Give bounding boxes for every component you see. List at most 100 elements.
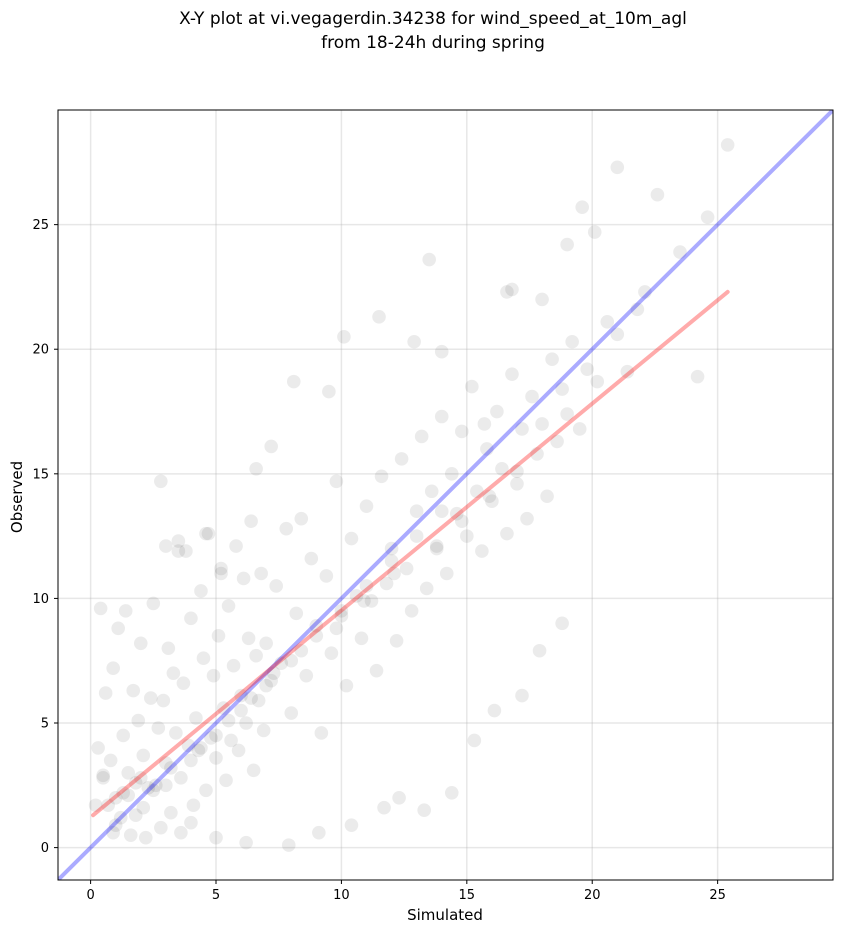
data-point: [673, 245, 687, 259]
data-point: [234, 688, 248, 703]
data-point: [241, 631, 256, 646]
data-point: [510, 476, 524, 491]
data-point: [429, 541, 444, 556]
data-point: [131, 713, 146, 728]
data-point: [449, 506, 464, 521]
data-point: [236, 571, 251, 586]
data-point: [284, 653, 299, 668]
data-point: [510, 464, 524, 479]
data-point: [359, 499, 374, 514]
data-point: [166, 666, 181, 680]
data-point: [414, 429, 429, 444]
data-point: [339, 678, 354, 693]
data-point: [700, 210, 715, 224]
data-point: [96, 771, 110, 785]
data-point: [294, 643, 309, 658]
data-point: [171, 534, 186, 548]
data-point: [470, 484, 484, 499]
data-point: [204, 731, 218, 745]
data-point: [392, 790, 406, 805]
x-tick-label: 10: [333, 888, 350, 903]
data-point: [184, 611, 198, 626]
data-point: [480, 442, 494, 456]
data-point: [88, 798, 103, 813]
data-point: [587, 225, 602, 239]
data-point: [113, 810, 128, 825]
data-point: [254, 566, 268, 581]
data-point: [455, 424, 469, 439]
data-point: [334, 604, 349, 618]
data-point: [477, 417, 492, 431]
data-point: [184, 815, 198, 830]
data-point: [133, 771, 148, 785]
data-point: [171, 544, 186, 558]
data-point: [136, 748, 151, 763]
data-point: [460, 529, 474, 543]
y-tick-label: 0: [41, 841, 49, 856]
data-point: [500, 526, 514, 541]
data-point: [540, 489, 554, 504]
data-point: [515, 688, 529, 703]
x-tick-label: 15: [459, 888, 476, 903]
data-point: [409, 504, 424, 518]
data-point: [429, 539, 444, 553]
data-point: [407, 334, 421, 349]
data-point: [103, 753, 118, 768]
data-point: [101, 798, 115, 813]
data-point: [620, 364, 635, 379]
data-point: [354, 631, 369, 646]
data-point: [266, 666, 281, 680]
data-point: [580, 362, 595, 376]
data-point: [154, 474, 168, 489]
data-point: [141, 780, 156, 795]
data-point: [118, 604, 133, 618]
data-point: [404, 604, 419, 618]
axis-ticks: 0 5 10 15 20 25 0 5 10 15 20 25: [32, 218, 725, 903]
data-point: [161, 641, 176, 656]
data-point: [246, 763, 261, 778]
data-point: [249, 648, 263, 663]
data-point: [184, 753, 198, 768]
data-point: [314, 726, 329, 740]
data-point: [98, 686, 113, 700]
data-point: [136, 800, 151, 815]
data-point: [289, 606, 304, 621]
data-point: [324, 646, 339, 661]
data-point: [116, 728, 131, 743]
data-point: [384, 554, 399, 568]
data-point: [179, 544, 193, 558]
data-point: [545, 352, 559, 366]
data-point: [146, 783, 161, 798]
y-tick-label: 25: [32, 218, 49, 233]
data-point: [455, 514, 469, 528]
data-point: [500, 285, 514, 299]
data-point: [530, 447, 544, 461]
data-point: [186, 798, 201, 813]
data-point: [344, 818, 359, 832]
data-point: [244, 514, 258, 528]
data-point: [108, 818, 123, 832]
data-point: [444, 467, 459, 481]
data-point: [214, 561, 228, 576]
data-point: [221, 599, 236, 613]
data-point: [319, 569, 334, 583]
data-point: [269, 579, 284, 593]
data-point: [244, 691, 258, 705]
data-point: [201, 526, 216, 541]
data-point: [108, 790, 123, 805]
data-point: [374, 469, 389, 484]
data-point: [535, 417, 549, 431]
data-point: [387, 566, 401, 581]
data-point: [251, 693, 266, 708]
data-point: [294, 511, 309, 526]
data-point: [495, 462, 509, 476]
data-point: [439, 566, 454, 581]
data-point: [206, 668, 221, 683]
data-point: [334, 609, 349, 623]
data-point: [111, 621, 125, 636]
fit-lines: [58, 110, 833, 880]
data-point: [359, 579, 374, 593]
x-tick-label: 25: [709, 888, 726, 903]
data-point: [369, 663, 384, 678]
data-point: [264, 439, 278, 454]
